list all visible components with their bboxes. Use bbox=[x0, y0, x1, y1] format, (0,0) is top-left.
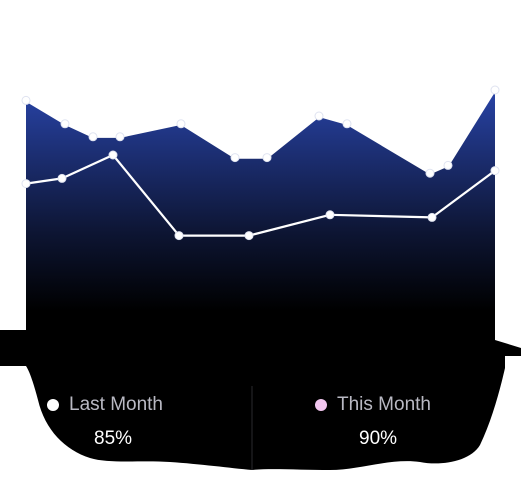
chart-background-shape bbox=[0, 330, 521, 470]
data-point-this-month[interactable] bbox=[21, 179, 31, 189]
legend-this-month: This Month bbox=[315, 394, 431, 416]
data-point-last-month[interactable] bbox=[490, 85, 500, 95]
data-point-this-month[interactable] bbox=[427, 212, 437, 222]
data-point-last-month[interactable] bbox=[88, 132, 98, 142]
series-line-this-month bbox=[25, 153, 496, 237]
last-month-percent: 85% bbox=[94, 428, 133, 449]
data-point-this-month[interactable] bbox=[108, 150, 118, 160]
data-point-this-month[interactable] bbox=[174, 231, 184, 241]
series-area-last-month bbox=[26, 90, 495, 350]
data-point-last-month[interactable] bbox=[21, 95, 31, 105]
this-month-percent: 90% bbox=[359, 428, 398, 449]
legend-dot-icon bbox=[315, 399, 327, 411]
legend-dot-icon bbox=[47, 399, 59, 411]
data-point-last-month[interactable] bbox=[262, 153, 272, 163]
data-point-last-month[interactable] bbox=[425, 168, 435, 178]
data-point-last-month[interactable] bbox=[314, 111, 324, 121]
data-point-this-month[interactable] bbox=[325, 210, 335, 220]
data-point-last-month[interactable] bbox=[115, 132, 125, 142]
data-point-last-month[interactable] bbox=[60, 119, 70, 129]
data-point-this-month[interactable] bbox=[57, 173, 67, 183]
data-point-this-month[interactable] bbox=[490, 166, 500, 176]
data-point-last-month[interactable] bbox=[176, 119, 186, 129]
area-layer bbox=[21, 85, 500, 350]
data-point-last-month[interactable] bbox=[342, 119, 352, 129]
legend-label-last-month: Last Month bbox=[69, 394, 163, 415]
legend-last-month: Last Month bbox=[47, 394, 163, 416]
data-point-this-month[interactable] bbox=[244, 231, 254, 241]
legend-label-this-month: This Month bbox=[337, 394, 431, 415]
data-point-last-month[interactable] bbox=[443, 160, 453, 170]
data-point-last-month[interactable] bbox=[230, 153, 240, 163]
